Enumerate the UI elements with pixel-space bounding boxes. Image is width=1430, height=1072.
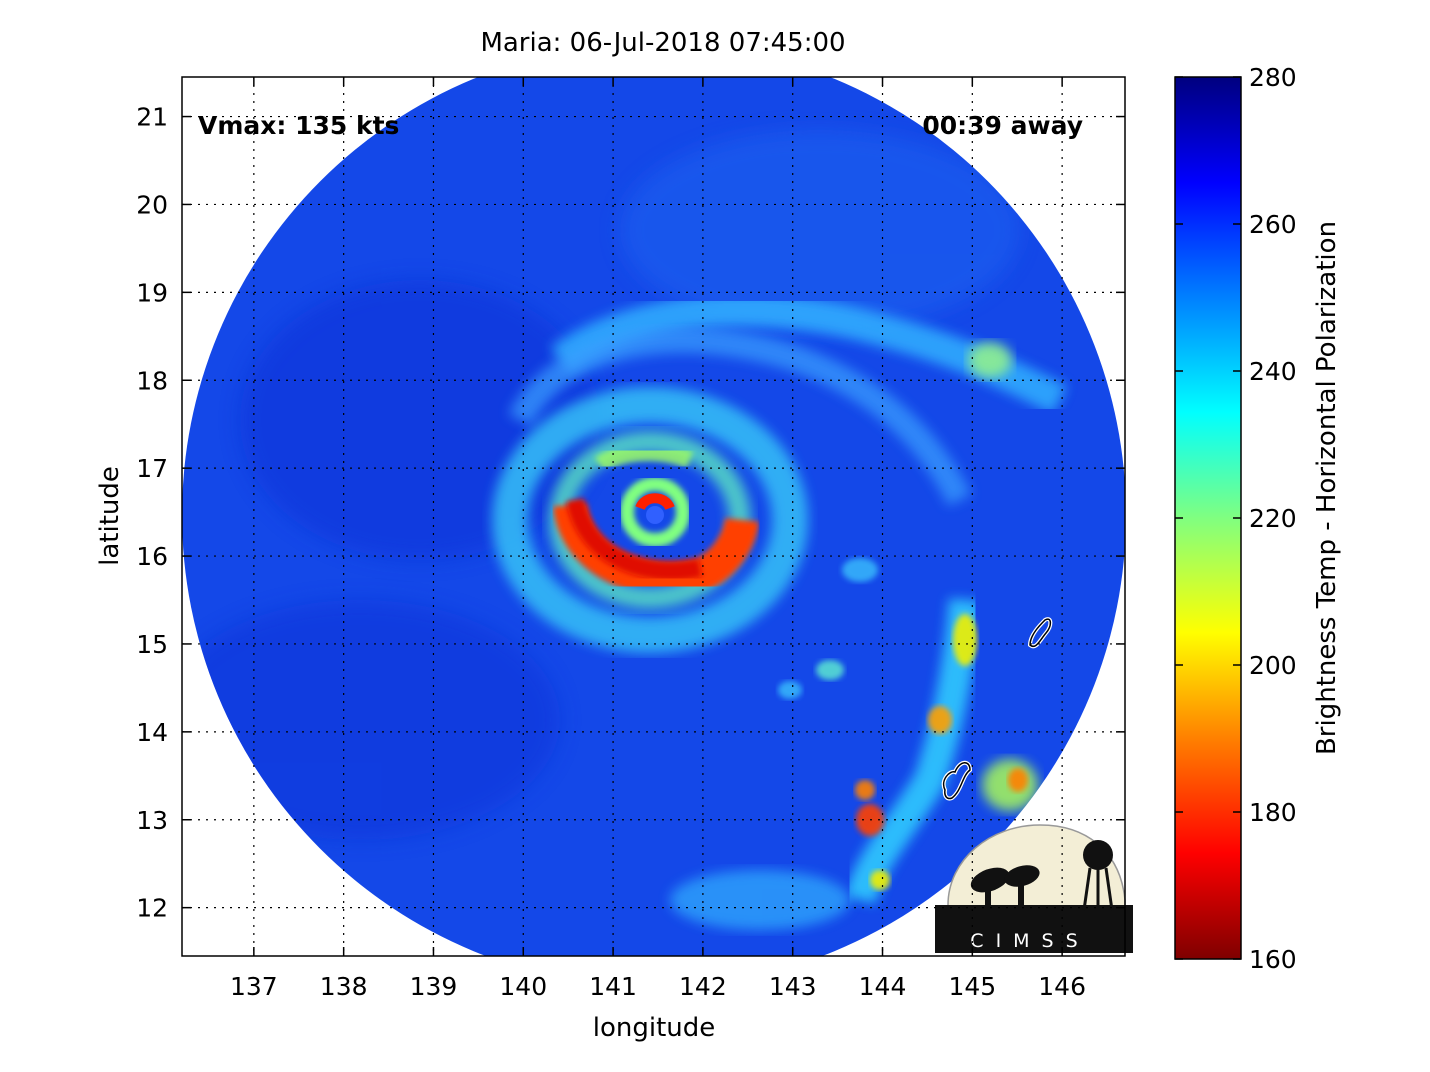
- y-tick-label: 14: [136, 718, 168, 747]
- cimss-logo: CIMSS: [935, 824, 1133, 953]
- y-tick-label: 13: [136, 806, 168, 835]
- water-tower-icon: [1083, 840, 1113, 870]
- vmax-annotation: Vmax: 135 kts: [198, 111, 399, 140]
- x-tick-label: 137: [230, 972, 278, 1001]
- x-tick-label: 140: [499, 972, 547, 1001]
- colorbar-label: Brightness Temp - Horizontal Polarizatio…: [1312, 221, 1342, 755]
- y-tick-label: 12: [136, 894, 168, 923]
- x-tick-label: 143: [769, 972, 817, 1001]
- time-away-annotation: 00:39 away: [922, 111, 1083, 140]
- colorbar: [1174, 76, 1242, 960]
- y-ticks: 12 13 14 15 16 17 18 19 20 21: [136, 103, 1125, 923]
- x-tick-label: 145: [948, 972, 996, 1001]
- colorbar-tick-label: 280: [1249, 63, 1297, 92]
- microwave-swath: [182, 77, 1125, 956]
- logo-text: CIMSS: [970, 930, 1089, 952]
- chart-title: Maria: 06-Jul-2018 07:45:00: [480, 28, 845, 58]
- x-tick-label: 141: [589, 972, 637, 1001]
- x-ticks: 137 138 139 140 141 142 143 144 145 146: [230, 77, 1086, 1001]
- grid-lines: [182, 77, 1125, 956]
- colorbar-tick-label: 240: [1249, 357, 1297, 386]
- colorbar-tick-label: 160: [1249, 945, 1297, 974]
- colorbar-ticks: 160 180 200 220 240 260 280: [1175, 63, 1297, 974]
- y-tick-label: 16: [136, 542, 168, 571]
- y-tick-label: 18: [136, 366, 168, 395]
- x-tick-label: 144: [859, 972, 907, 1001]
- colorbar-tick-label: 180: [1249, 798, 1297, 827]
- x-tick-label: 138: [320, 972, 368, 1001]
- logo-building: [935, 905, 1133, 953]
- axes-frame: [181, 76, 1126, 957]
- y-tick-label: 15: [136, 630, 168, 659]
- y-tick-label: 21: [136, 103, 168, 132]
- x-tick-label: 139: [410, 972, 458, 1001]
- colorbar-tick-label: 200: [1249, 651, 1297, 680]
- y-tick-label: 19: [136, 278, 168, 307]
- x-tick-label: 142: [679, 972, 727, 1001]
- colorbar-tick-label: 220: [1249, 504, 1297, 533]
- colorbar-tick-label: 260: [1249, 210, 1297, 239]
- x-tick-label: 146: [1038, 972, 1086, 1001]
- y-tick-label: 20: [136, 190, 168, 219]
- satellite-dish-icon: [970, 867, 1010, 893]
- y-tick-label: 17: [136, 454, 168, 483]
- y-axis-label: latitude: [95, 466, 125, 566]
- x-axis-label: longitude: [593, 1013, 716, 1043]
